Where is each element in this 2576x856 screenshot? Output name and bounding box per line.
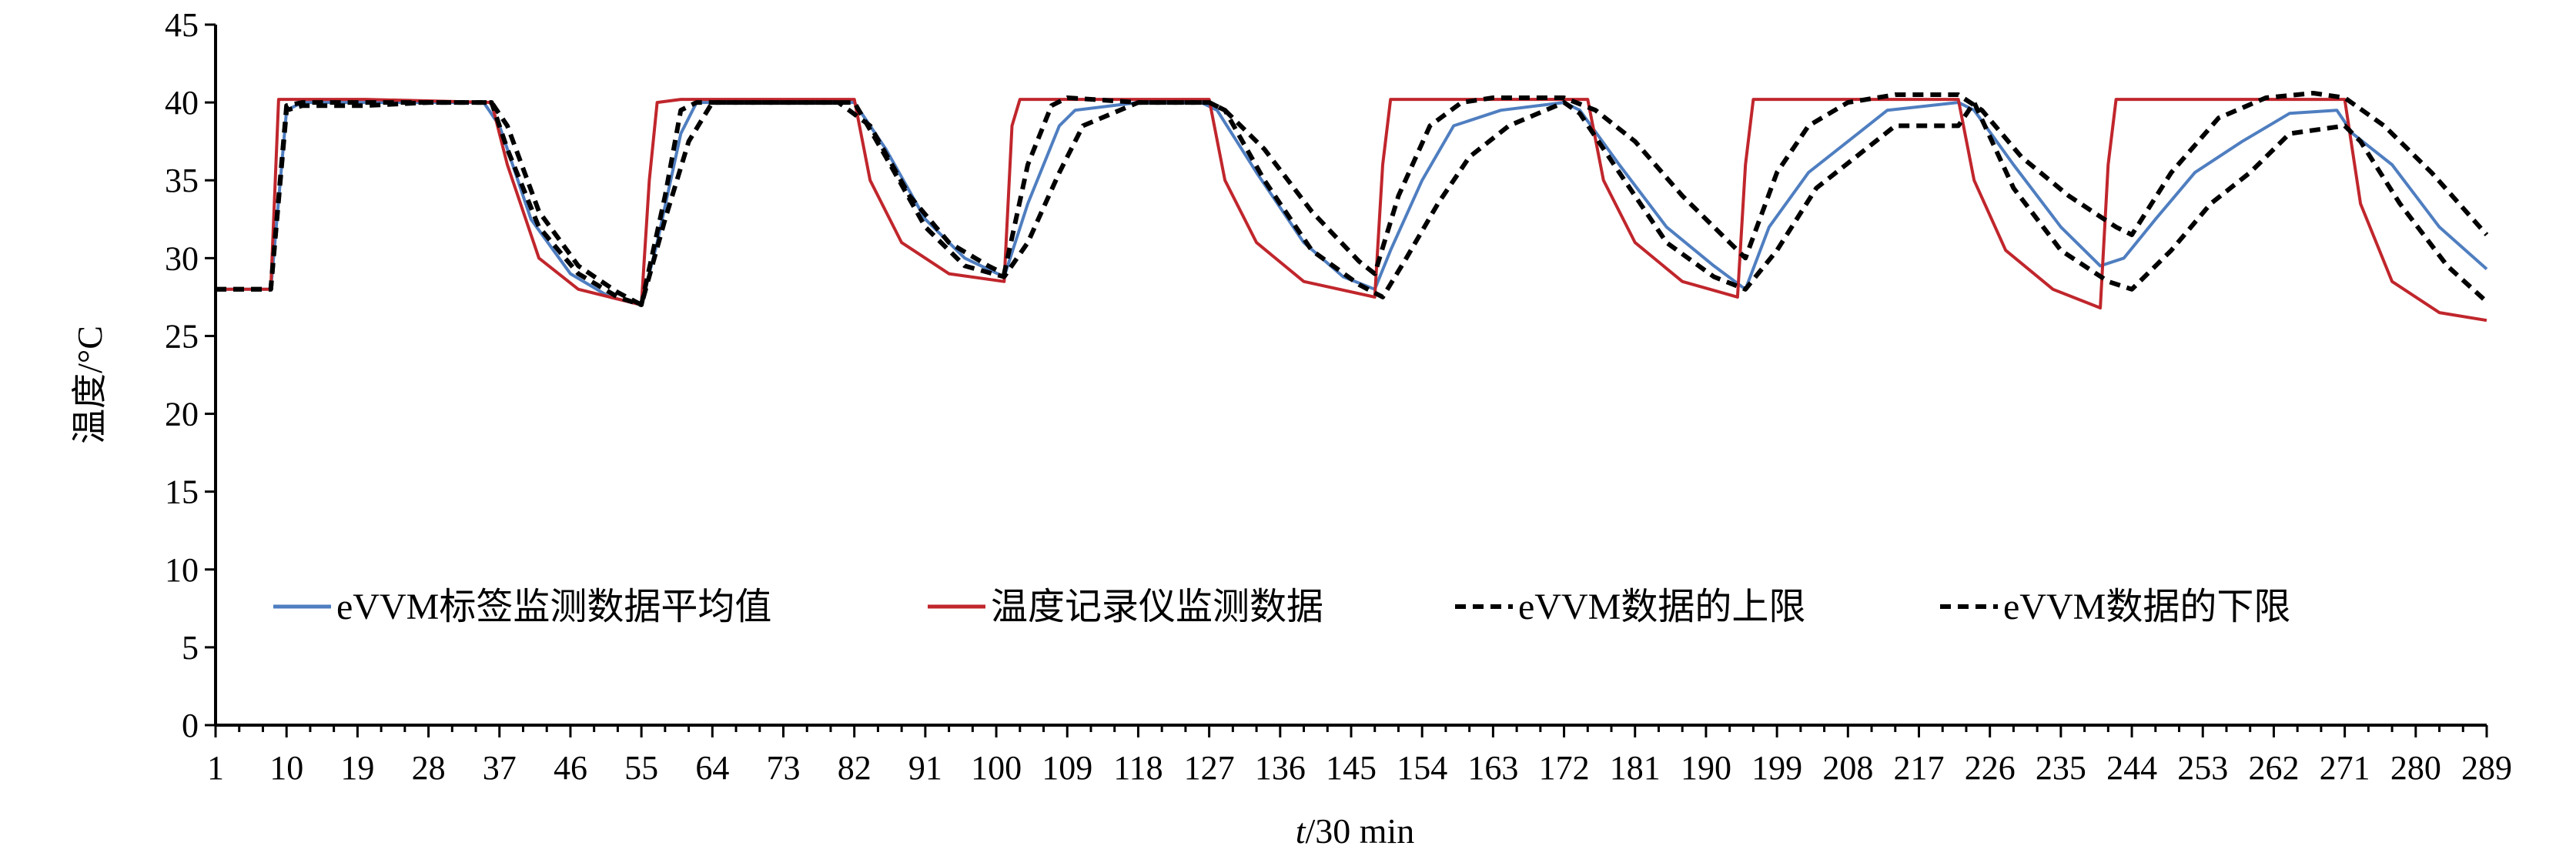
x-tick-label: 55 xyxy=(624,749,658,787)
y-tick-label: 35 xyxy=(165,162,199,199)
x-tick-label: 199 xyxy=(1751,749,1802,787)
x-tick-label: 82 xyxy=(838,749,871,787)
x-tick-label: 154 xyxy=(1397,749,1447,787)
x-tick-label: 28 xyxy=(412,749,446,787)
x-tick-label: 208 xyxy=(1822,749,1873,787)
x-tick-label: 127 xyxy=(1184,749,1235,787)
legend: eVVM标签监测数据平均值 温度记录仪监测数据 eVVM数据的上限 eVVM数据的下限 xyxy=(273,587,2290,627)
x-axis-label-variable: t xyxy=(1296,811,1306,851)
x-tick-label: 289 xyxy=(2461,749,2512,787)
series-line-2 xyxy=(216,98,2487,323)
x-tick-label: 271 xyxy=(2320,749,2370,787)
x-tick-label: 91 xyxy=(908,749,942,787)
y-tick-label: 10 xyxy=(165,551,199,589)
x-tick-label: 64 xyxy=(695,749,729,787)
legend-label-1: eVVM标签监测数据平均值 xyxy=(336,587,771,627)
legend-label-3: eVVM数据的上限 xyxy=(1518,587,1805,627)
x-tick-label: 172 xyxy=(1539,749,1590,787)
series-line-4 xyxy=(216,100,2489,307)
x-tick-label: 163 xyxy=(1467,749,1518,787)
y-tick-label: 20 xyxy=(165,396,199,433)
y-tick-label: 5 xyxy=(182,629,199,667)
x-ticks: 1 10 19 28 37 46 55 64 73 82 91 100 109 118 127 136 145 1… xyxy=(207,725,2512,787)
y-tick-label: 15 xyxy=(165,473,199,511)
series-line-3 xyxy=(216,91,2489,307)
legend-label-2: 温度记录仪监测数据 xyxy=(991,587,1323,627)
y-ticks: 0 5 10 15 20 25 30 35 40 45 xyxy=(165,6,216,744)
x-tick-label: 253 xyxy=(2177,749,2228,787)
x-tick-label: 19 xyxy=(340,749,374,787)
x-tick-label: 244 xyxy=(2106,749,2157,787)
x-tick-label: 118 xyxy=(1113,749,1163,787)
plot-lines xyxy=(216,91,2489,323)
x-tick-label: 100 xyxy=(971,749,1022,787)
x-tick-label: 145 xyxy=(1326,749,1377,787)
x-tick-label: 10 xyxy=(269,749,303,787)
x-tick-label: 136 xyxy=(1255,749,1306,787)
x-tick-label: 181 xyxy=(1610,749,1661,787)
x-axis-label: t/30 min xyxy=(1296,811,1415,851)
x-tick-label: 1 xyxy=(207,749,224,787)
x-tick-label: 73 xyxy=(767,749,801,787)
x-tick-label: 226 xyxy=(1965,749,2016,787)
y-tick-label: 40 xyxy=(165,84,199,122)
y-tick-label: 25 xyxy=(165,317,199,355)
y-tick-label: 45 xyxy=(165,6,199,44)
x-tick-label: 37 xyxy=(483,749,517,787)
x-tick-label: 217 xyxy=(1894,749,1945,787)
y-axis-label: 温度/°C xyxy=(70,326,109,444)
x-tick-label: 46 xyxy=(554,749,587,787)
x-tick-label: 109 xyxy=(1042,749,1092,787)
x-tick-label: 190 xyxy=(1681,749,1731,787)
x-tick-label: 262 xyxy=(2248,749,2299,787)
legend-label-4: eVVM数据的下限 xyxy=(2003,587,2290,627)
x-axis-label-unit: /30 min xyxy=(1305,811,1414,851)
x-tick-label: 280 xyxy=(2390,749,2441,787)
y-tick-label: 30 xyxy=(165,239,199,277)
x-tick-label: 235 xyxy=(2036,749,2086,787)
y-tick-label: 0 xyxy=(182,707,199,744)
